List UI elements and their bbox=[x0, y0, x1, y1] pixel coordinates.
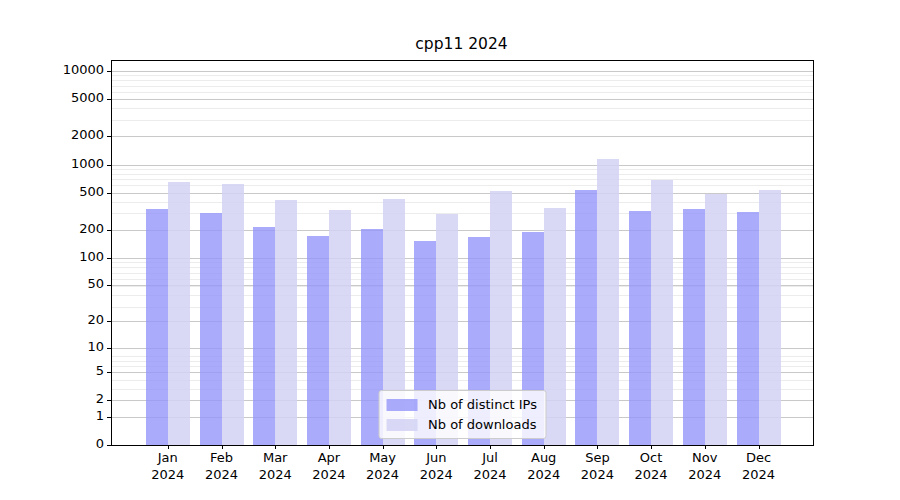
y-tick-label: 2 bbox=[42, 392, 104, 406]
bar-distinct-ips-nov bbox=[683, 209, 705, 445]
bar-downloads-feb bbox=[222, 184, 244, 445]
chart-title: cpp11 2024 bbox=[111, 35, 812, 53]
y-tick bbox=[107, 285, 111, 286]
y-tick-label: 0 bbox=[42, 437, 104, 451]
gridline-major bbox=[112, 136, 813, 137]
x-tick-label: Jun2024 bbox=[406, 450, 466, 483]
gridline-minor bbox=[112, 169, 813, 170]
x-tick-label: May2024 bbox=[353, 450, 413, 483]
x-tick bbox=[651, 445, 652, 449]
legend-row-distinct-ips: Nb of distinct IPs bbox=[386, 397, 537, 412]
x-tick bbox=[544, 445, 545, 449]
x-tick bbox=[597, 445, 598, 449]
legend-swatch-distinct-ips bbox=[386, 399, 417, 411]
bar-downloads-oct bbox=[651, 180, 673, 445]
gridline-minor bbox=[112, 86, 813, 87]
y-tick bbox=[107, 321, 111, 322]
x-tick-label: Aug2024 bbox=[514, 450, 574, 483]
x-tick-label: Jul2024 bbox=[460, 450, 520, 483]
y-tick-label: 2000 bbox=[42, 128, 104, 142]
x-tick bbox=[705, 445, 706, 449]
x-tick-label: Apr2024 bbox=[299, 450, 359, 483]
x-tick bbox=[329, 445, 330, 449]
bar-downloads-jan bbox=[168, 182, 190, 445]
x-tick-label: Sep2024 bbox=[567, 450, 627, 483]
gridline-minor bbox=[112, 185, 813, 186]
y-tick-label: 5 bbox=[42, 364, 104, 378]
bar-downloads-nov bbox=[705, 194, 727, 445]
bar-distinct-ips-jan bbox=[146, 209, 168, 445]
y-tick bbox=[107, 230, 111, 231]
gridline-minor bbox=[112, 92, 813, 93]
legend: Nb of distinct IPs Nb of downloads bbox=[378, 390, 547, 439]
x-tick-label: Dec2024 bbox=[729, 450, 789, 483]
y-tick-label: 1000 bbox=[42, 157, 104, 171]
y-tick-label: 10000 bbox=[42, 63, 104, 77]
gridline-minor bbox=[112, 120, 813, 121]
gridline-minor bbox=[112, 80, 813, 81]
x-tick-label: Nov2024 bbox=[675, 450, 735, 483]
gridline-minor bbox=[112, 179, 813, 180]
figure: cpp11 2024 Jan2024Feb2024Mar2024Apr2024M… bbox=[0, 0, 900, 500]
gridline-minor bbox=[112, 108, 813, 109]
y-tick-label: 20 bbox=[42, 313, 104, 327]
y-tick-label: 10 bbox=[42, 340, 104, 354]
x-tick bbox=[168, 445, 169, 449]
bar-downloads-dec bbox=[759, 190, 781, 445]
y-tick bbox=[107, 417, 111, 418]
y-tick bbox=[107, 258, 111, 259]
y-tick bbox=[107, 99, 111, 100]
bar-downloads-aug bbox=[544, 208, 566, 445]
bar-distinct-ips-sep bbox=[575, 190, 597, 445]
y-tick-label: 50 bbox=[42, 277, 104, 291]
x-tick bbox=[490, 445, 491, 449]
bar-distinct-ips-apr bbox=[307, 236, 329, 445]
y-tick bbox=[107, 400, 111, 401]
plot-area: Jan2024Feb2024Mar2024Apr2024May2024Jun20… bbox=[111, 60, 814, 446]
y-tick-label: 200 bbox=[42, 222, 104, 236]
y-tick-label: 100 bbox=[42, 250, 104, 264]
x-tick bbox=[275, 445, 276, 449]
legend-swatch-downloads bbox=[386, 419, 417, 431]
x-tick bbox=[436, 445, 437, 449]
x-tick-label: Jan2024 bbox=[138, 450, 198, 483]
y-tick bbox=[107, 71, 111, 72]
y-tick bbox=[107, 372, 111, 373]
legend-row-downloads: Nb of downloads bbox=[386, 417, 537, 432]
bar-downloads-apr bbox=[329, 210, 351, 445]
bar-distinct-ips-mar bbox=[253, 227, 275, 445]
y-tick-label: 500 bbox=[42, 185, 104, 199]
bar-downloads-mar bbox=[275, 200, 297, 445]
y-tick bbox=[107, 193, 111, 194]
gridline-minor bbox=[112, 75, 813, 76]
x-tick bbox=[222, 445, 223, 449]
legend-label-distinct-ips: Nb of distinct IPs bbox=[428, 397, 537, 412]
gridline-minor bbox=[112, 174, 813, 175]
x-tick-label: Oct2024 bbox=[621, 450, 681, 483]
y-tick-label: 1 bbox=[42, 409, 104, 423]
bar-distinct-ips-feb bbox=[200, 213, 222, 445]
legend-label-downloads: Nb of downloads bbox=[428, 417, 536, 432]
x-tick bbox=[759, 445, 760, 449]
bar-distinct-ips-oct bbox=[629, 211, 651, 445]
x-tick bbox=[383, 445, 384, 449]
gridline-major bbox=[112, 99, 813, 100]
x-tick-label: Feb2024 bbox=[192, 450, 252, 483]
bar-distinct-ips-dec bbox=[737, 212, 759, 445]
y-tick-label: 5000 bbox=[42, 91, 104, 105]
y-tick bbox=[107, 165, 111, 166]
bar-downloads-sep bbox=[597, 159, 619, 445]
gridline-major bbox=[112, 165, 813, 166]
y-tick bbox=[107, 445, 111, 446]
y-tick bbox=[107, 348, 111, 349]
x-tick-label: Mar2024 bbox=[245, 450, 305, 483]
gridline-major bbox=[112, 71, 813, 72]
y-tick bbox=[107, 136, 111, 137]
